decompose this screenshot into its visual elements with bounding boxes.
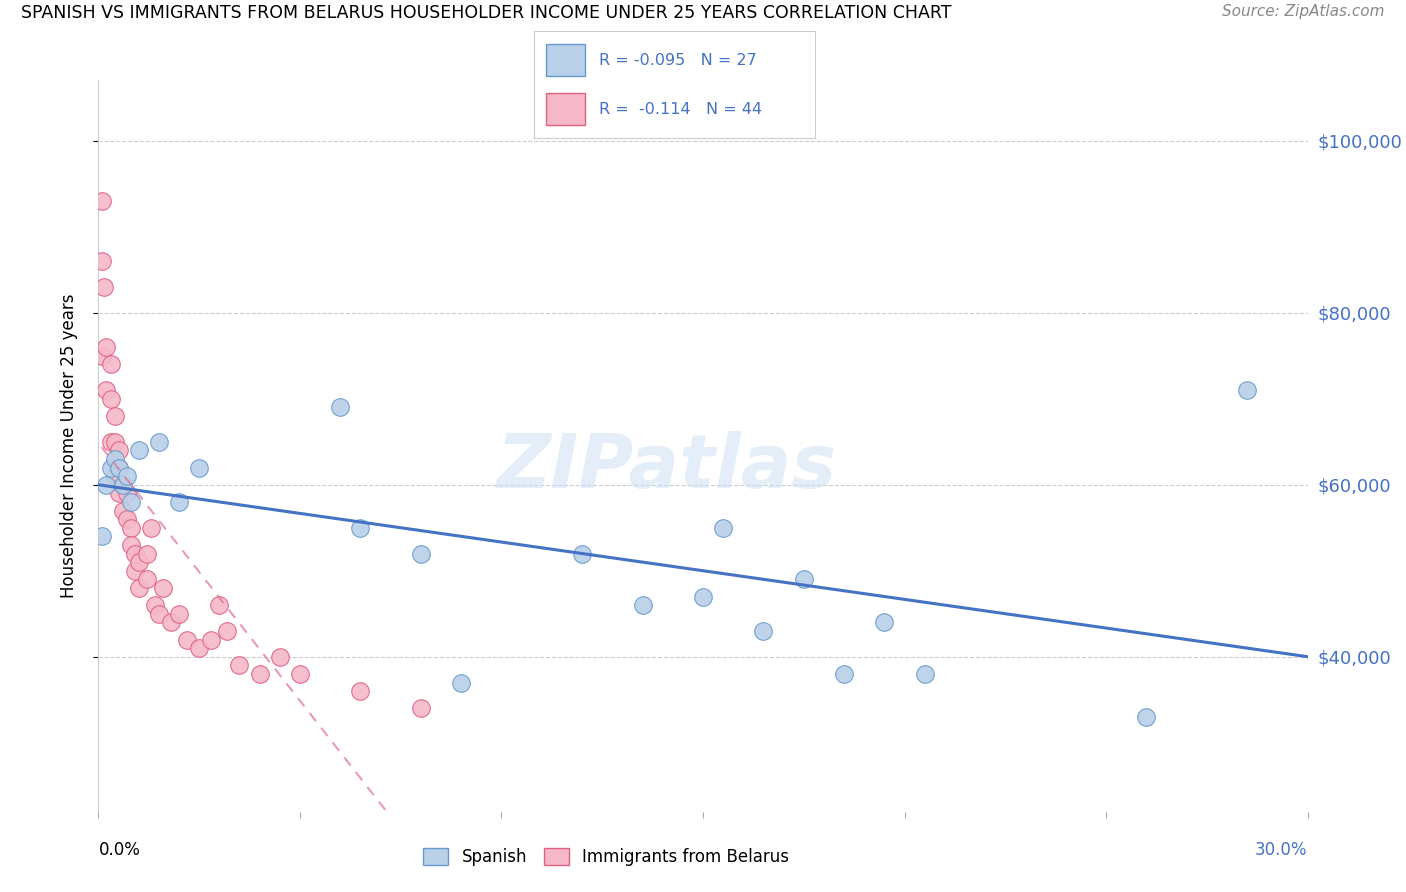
Point — [152, 581, 174, 595]
Point — [711, 521, 734, 535]
Point — [752, 624, 775, 638]
Point — [148, 434, 170, 449]
Point — [107, 460, 129, 475]
Point — [249, 667, 271, 681]
Point — [208, 598, 231, 612]
Point — [329, 401, 352, 415]
Point — [269, 649, 291, 664]
Point — [100, 434, 122, 449]
Point — [128, 581, 150, 595]
Text: SPANISH VS IMMIGRANTS FROM BELARUS HOUSEHOLDER INCOME UNDER 25 YEARS CORRELATION: SPANISH VS IMMIGRANTS FROM BELARUS HOUSE… — [21, 4, 952, 22]
Point — [692, 590, 714, 604]
Text: R = -0.095   N = 27: R = -0.095 N = 27 — [599, 53, 756, 68]
Point — [188, 641, 211, 656]
Point — [111, 477, 134, 491]
Point — [139, 521, 162, 535]
Point — [103, 434, 125, 449]
Point — [111, 477, 134, 491]
Point — [160, 615, 183, 630]
Text: R =  -0.114   N = 44: R = -0.114 N = 44 — [599, 102, 762, 117]
Legend: Spanish, Immigrants from Belarus: Spanish, Immigrants from Belarus — [416, 841, 796, 873]
Point — [349, 684, 371, 698]
Point — [631, 598, 654, 612]
Point — [128, 443, 150, 458]
Point — [93, 280, 115, 294]
Point — [120, 538, 142, 552]
Point — [228, 658, 250, 673]
Point — [1135, 710, 1157, 724]
Text: 30.0%: 30.0% — [1256, 841, 1308, 859]
Point — [103, 451, 125, 466]
Point — [793, 573, 815, 587]
Text: 0.0%: 0.0% — [98, 841, 141, 859]
Point — [409, 701, 432, 715]
Point — [91, 349, 114, 363]
Point — [91, 529, 114, 543]
Point — [120, 521, 142, 535]
Point — [96, 383, 118, 397]
Point — [832, 667, 855, 681]
Point — [100, 392, 122, 406]
Point — [167, 495, 190, 509]
Point — [124, 547, 146, 561]
Point — [217, 624, 239, 638]
Point — [115, 512, 138, 526]
Point — [107, 460, 129, 475]
Point — [91, 254, 114, 268]
FancyBboxPatch shape — [546, 44, 585, 76]
Text: Source: ZipAtlas.com: Source: ZipAtlas.com — [1222, 4, 1385, 20]
FancyBboxPatch shape — [546, 94, 585, 126]
Point — [1236, 383, 1258, 397]
Point — [914, 667, 936, 681]
Point — [111, 503, 134, 517]
Point — [176, 632, 198, 647]
Point — [96, 340, 118, 354]
Point — [188, 460, 211, 475]
Point — [103, 469, 125, 483]
Point — [135, 573, 157, 587]
Point — [115, 469, 138, 483]
Point — [135, 547, 157, 561]
Point — [200, 632, 222, 647]
Point — [873, 615, 896, 630]
Point — [167, 607, 190, 621]
Text: ZIPatlas: ZIPatlas — [496, 432, 837, 505]
Point — [115, 486, 138, 500]
Point — [96, 477, 118, 491]
Point — [571, 547, 593, 561]
Point — [107, 486, 129, 500]
Point — [124, 564, 146, 578]
Point — [288, 667, 311, 681]
Point — [409, 547, 432, 561]
Point — [148, 607, 170, 621]
Point — [100, 357, 122, 371]
Point — [143, 598, 166, 612]
Point — [450, 675, 472, 690]
Point — [103, 409, 125, 423]
Point — [349, 521, 371, 535]
Point — [107, 443, 129, 458]
Point — [120, 495, 142, 509]
Point — [100, 460, 122, 475]
Point — [90, 194, 112, 208]
Y-axis label: Householder Income Under 25 years: Householder Income Under 25 years — [59, 293, 77, 599]
Point — [128, 555, 150, 569]
